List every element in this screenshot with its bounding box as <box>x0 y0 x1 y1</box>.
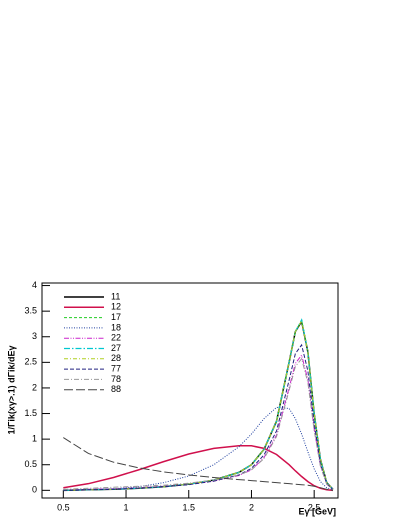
y-tick-label: 1.5 <box>24 408 37 418</box>
series-line <box>63 343 334 491</box>
x-tick-label: 1.5 <box>182 502 195 512</box>
x-axis-label: Eγ [GeV] <box>298 506 336 516</box>
y-tick-label: 3.5 <box>24 306 37 316</box>
x-tick-label: 2.5 <box>308 502 321 512</box>
legend-label: 78 <box>111 374 121 384</box>
legend-label: 77 <box>111 363 121 373</box>
y-tick-label: 1 <box>32 434 37 444</box>
y-tick-label: 3 <box>32 331 37 341</box>
legend-label: 18 <box>111 322 121 332</box>
x-tick-label: 1 <box>124 502 129 512</box>
y-tick-label: 2 <box>32 382 37 392</box>
legend-label: 88 <box>111 384 121 394</box>
legend-label: 27 <box>111 343 121 353</box>
legend-label: 28 <box>111 353 121 363</box>
y-axis-label: 1/Γik(xγ>.1) dΓik/dEγ <box>6 345 16 434</box>
legend-label: 12 <box>111 302 121 312</box>
series-line <box>63 437 334 491</box>
legend-label: 22 <box>111 333 121 343</box>
x-tick-label: 2 <box>249 502 254 512</box>
series-line <box>63 354 334 491</box>
series-line <box>63 406 334 491</box>
series-line <box>63 318 334 491</box>
legend-label: 17 <box>111 312 121 322</box>
y-tick-label: 4 <box>32 280 37 290</box>
y-tick-label: 2.5 <box>24 357 37 367</box>
y-tick-label: 0.5 <box>24 459 37 469</box>
x-tick-label: 0.5 <box>57 502 70 512</box>
series-line <box>63 357 334 490</box>
y-tick-label: 0 <box>32 485 37 495</box>
plot-frame <box>41 282 339 499</box>
legend-label: 11 <box>111 291 120 301</box>
